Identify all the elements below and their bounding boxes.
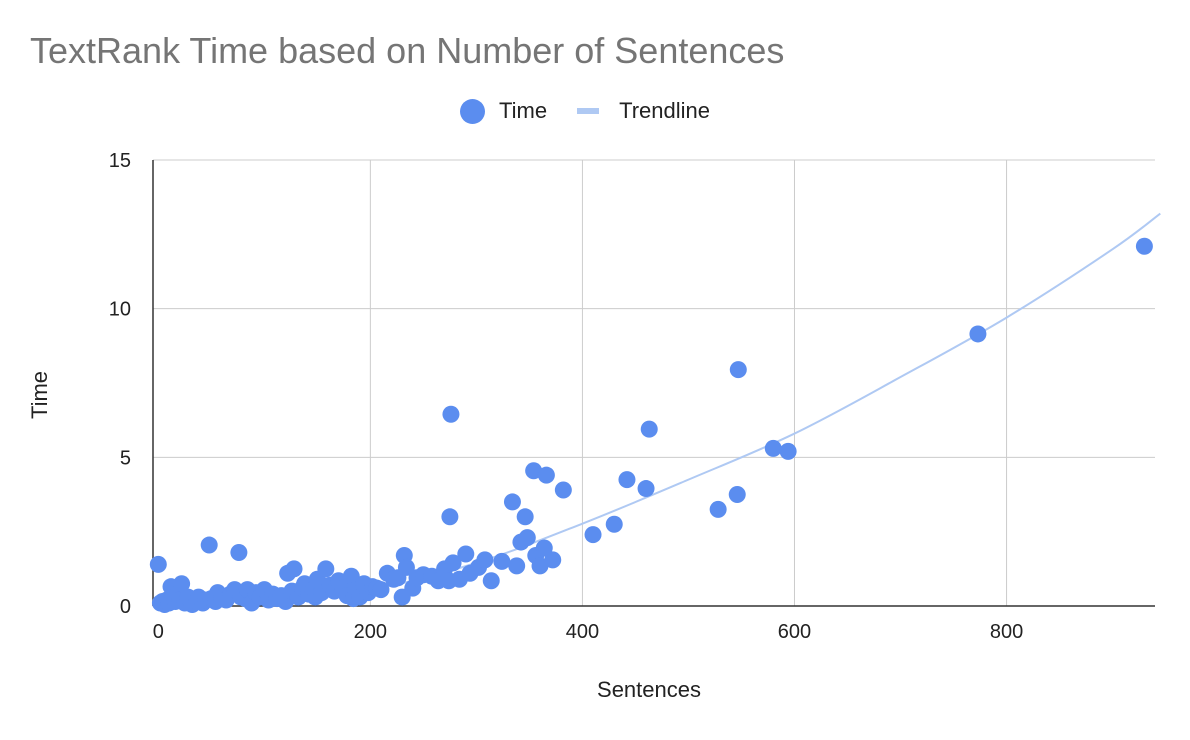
data-point[interactable] bbox=[317, 560, 335, 578]
y-tick-label: 15 bbox=[109, 150, 131, 172]
data-point[interactable] bbox=[285, 560, 303, 578]
data-point[interactable] bbox=[397, 558, 415, 576]
x-tick-label: 0 bbox=[153, 621, 164, 643]
data-point[interactable] bbox=[518, 529, 536, 547]
data-point[interactable] bbox=[637, 480, 655, 498]
data-point[interactable] bbox=[503, 493, 521, 511]
x-axis-title: Sentences bbox=[597, 677, 701, 702]
data-point[interactable] bbox=[764, 439, 782, 457]
data-point[interactable] bbox=[508, 557, 526, 575]
data-point[interactable] bbox=[1135, 237, 1153, 255]
data-point[interactable] bbox=[531, 557, 549, 575]
data-point[interactable] bbox=[605, 515, 623, 533]
data-point[interactable] bbox=[618, 471, 636, 489]
legend-item-trendline[interactable]: Trendline bbox=[577, 98, 710, 124]
x-tick-label: 600 bbox=[778, 621, 811, 643]
data-point[interactable] bbox=[200, 536, 218, 554]
data-point[interactable] bbox=[149, 555, 167, 573]
data-point[interactable] bbox=[441, 508, 459, 526]
legend-label-trendline: Trendline bbox=[619, 98, 710, 123]
data-point[interactable] bbox=[173, 575, 191, 593]
data-point[interactable] bbox=[442, 405, 460, 423]
y-tick-label: 5 bbox=[120, 447, 131, 469]
data-point[interactable] bbox=[516, 508, 534, 526]
data-point[interactable] bbox=[779, 442, 797, 460]
legend-marker-time bbox=[460, 98, 485, 124]
data-point[interactable] bbox=[342, 567, 360, 585]
y-tick-label: 10 bbox=[109, 299, 131, 321]
data-point[interactable] bbox=[372, 581, 390, 599]
trendline bbox=[158, 212, 1161, 602]
data-point[interactable] bbox=[535, 539, 553, 557]
data-point[interactable] bbox=[584, 526, 602, 544]
chart-title: TextRank Time based on Number of Sentenc… bbox=[30, 30, 785, 71]
data-point[interactable] bbox=[544, 551, 562, 569]
data-point[interactable] bbox=[482, 572, 500, 590]
y-tick-label: 0 bbox=[120, 596, 131, 618]
data-point[interactable] bbox=[640, 420, 658, 438]
data-point[interactable] bbox=[554, 481, 572, 499]
data-point[interactable] bbox=[728, 486, 746, 503]
data-point[interactable] bbox=[444, 554, 462, 572]
data-point[interactable] bbox=[709, 500, 727, 518]
data-point[interactable] bbox=[230, 543, 248, 561]
y-axis-title: Time bbox=[27, 371, 52, 419]
data-point[interactable] bbox=[457, 545, 475, 563]
data-point[interactable] bbox=[476, 551, 494, 569]
data-point[interactable] bbox=[537, 466, 555, 484]
legend-label-time: Time bbox=[499, 98, 548, 123]
data-point[interactable] bbox=[493, 552, 511, 570]
data-point[interactable] bbox=[729, 361, 747, 379]
legend: Time Trendline bbox=[460, 96, 740, 126]
legend-marker-trendline bbox=[577, 108, 600, 114]
x-tick-label: 400 bbox=[566, 621, 599, 643]
legend-item-time[interactable]: Time bbox=[460, 98, 547, 124]
data-point[interactable] bbox=[969, 325, 987, 343]
x-tick-label: 200 bbox=[354, 621, 387, 643]
x-tick-label: 800 bbox=[990, 621, 1023, 643]
